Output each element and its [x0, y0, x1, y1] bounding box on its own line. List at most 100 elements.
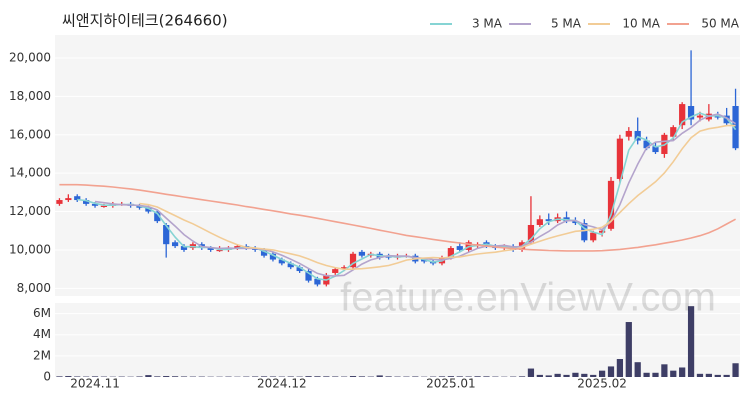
volume-bar — [56, 376, 63, 377]
volume-bar — [563, 374, 570, 377]
volume-bar — [305, 376, 312, 377]
volume-bar — [447, 376, 454, 377]
candle-body — [207, 248, 214, 250]
candle-body — [581, 223, 588, 241]
volume-bar — [252, 376, 259, 377]
candle-body — [634, 130, 641, 141]
candle-body — [625, 130, 632, 137]
volume-bar — [643, 372, 650, 377]
candle-body — [687, 106, 695, 120]
y-tick-label: 12,000 — [9, 204, 51, 218]
candle-body — [598, 230, 606, 233]
candle-body — [616, 138, 624, 179]
candle-body — [269, 253, 277, 260]
legend-label: 3 MA — [472, 17, 503, 31]
y-tick-label: 4M — [33, 327, 51, 341]
volume-bar — [625, 322, 632, 377]
x-tick-label: 2025.02 — [577, 377, 627, 391]
volume-bar — [358, 376, 366, 377]
volume-bar — [687, 306, 695, 377]
volume-bar — [145, 375, 152, 377]
candle-body — [421, 259, 428, 262]
volume-bar — [607, 366, 615, 377]
volume-bar — [154, 376, 161, 377]
volume-bar — [474, 376, 481, 377]
volume-bar — [483, 376, 490, 377]
y-tick-label: 0 — [43, 370, 51, 384]
candle-body — [358, 251, 366, 256]
volume-bar — [376, 375, 383, 377]
candle-body — [278, 259, 285, 264]
candle-body — [216, 249, 223, 252]
volume-bar — [634, 362, 641, 377]
volume-bar — [527, 368, 535, 377]
candle-body — [349, 253, 357, 268]
y-tick-label: 8,000 — [17, 281, 51, 295]
volume-bar — [332, 376, 339, 377]
volume-bar — [314, 376, 321, 377]
volume-bar — [714, 374, 721, 377]
candle-body — [572, 221, 579, 224]
volume-bar — [260, 376, 268, 377]
candle-body — [83, 200, 90, 204]
candle-body — [536, 219, 543, 225]
volume-bar — [723, 374, 730, 377]
volume-bar — [536, 374, 543, 377]
candle-body — [56, 200, 63, 204]
volume-bar — [679, 367, 686, 377]
candle-body — [145, 207, 152, 212]
y-tick-label: 6M — [33, 306, 51, 320]
candle-body — [696, 115, 704, 118]
candle-body — [723, 115, 730, 124]
y-tick-label: 20,000 — [9, 51, 51, 65]
watermark: feature.enViewV.com — [340, 276, 716, 320]
volume-bar — [670, 370, 677, 377]
candle-body — [314, 278, 321, 285]
volume-bar — [705, 373, 712, 377]
candle-body — [714, 115, 721, 118]
candle-body — [590, 232, 597, 241]
volume-bar — [269, 376, 277, 377]
candle-body — [670, 127, 677, 137]
ma-line — [94, 113, 737, 277]
candle-body — [545, 219, 552, 222]
candle-body — [171, 242, 179, 247]
candle-body — [447, 248, 454, 258]
candle-body — [652, 146, 659, 153]
volume-bar — [349, 376, 357, 377]
chart-title: 씨앤지하이테크(264660) — [62, 12, 228, 30]
candle-body — [296, 267, 303, 272]
x-tick-label: 2024.11 — [70, 377, 120, 391]
volume-bar — [456, 376, 463, 377]
candle-body — [305, 271, 312, 281]
volume-bar — [136, 376, 143, 377]
volume-bar — [661, 364, 668, 377]
volume-bar — [180, 376, 188, 377]
candle-body — [607, 180, 615, 229]
candle-body — [260, 249, 268, 256]
volume-bar — [518, 376, 526, 377]
volume-bar — [590, 374, 597, 377]
candle-body — [234, 246, 241, 249]
volume-bar — [545, 375, 552, 377]
volume-bar — [572, 372, 579, 377]
candle-body — [732, 106, 739, 149]
y-tick-label: 18,000 — [9, 89, 51, 103]
y-tick-label: 16,000 — [9, 127, 51, 141]
volume-bar — [65, 376, 72, 377]
candle-body — [287, 263, 294, 268]
y-tick-label: 2M — [33, 348, 51, 362]
x-tick-label: 2024.12 — [257, 377, 307, 391]
candle-body — [643, 140, 650, 149]
candle-body — [91, 203, 99, 206]
volume-bar — [287, 376, 294, 377]
y-tick-label: 14,000 — [9, 166, 51, 180]
volume-bar — [412, 376, 419, 377]
volume-bar — [438, 376, 446, 377]
candle-body — [136, 205, 143, 208]
legend-label: 50 MA — [701, 17, 739, 31]
volume-bar — [465, 376, 472, 377]
volume-bar — [171, 376, 179, 377]
volume-bar — [696, 373, 704, 377]
